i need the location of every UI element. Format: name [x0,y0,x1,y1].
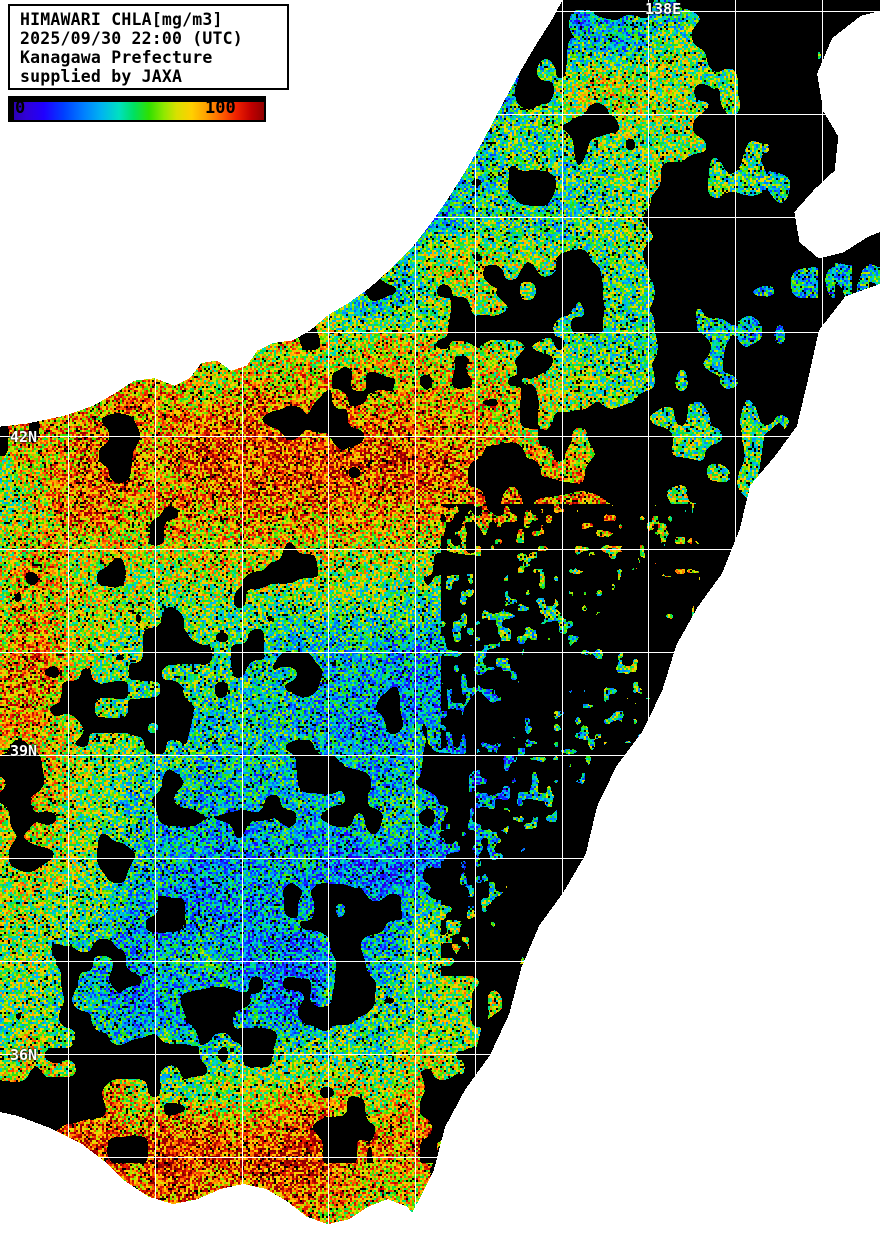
colorbar-gradient [14,102,264,120]
region-label: Kanagawa Prefecture [20,48,213,67]
attribution-label: supplied by JAXA [20,67,183,86]
timestamp-label: 2025/09/30 22:00 (UTC) [20,29,243,48]
colorbar-min-label: 0 [15,98,26,118]
colorbar-max-label: 100 [205,98,236,118]
title-box: HIMAWARI CHLA[mg/m3] 2025/09/30 22:00 (U… [8,4,289,90]
product-title: HIMAWARI CHLA[mg/m3] [20,10,223,29]
colorbar [8,96,266,122]
